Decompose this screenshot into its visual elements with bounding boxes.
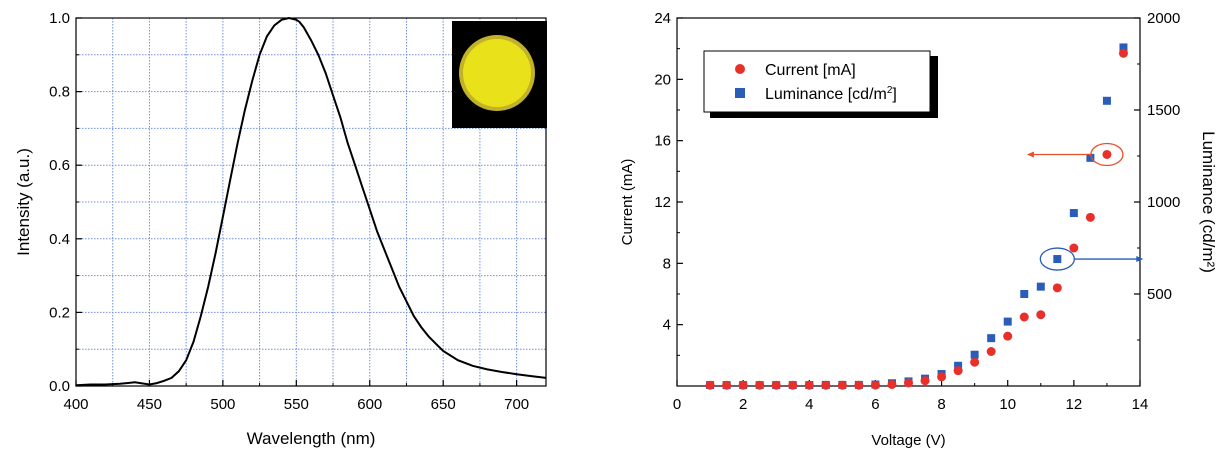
luminance-point <box>954 361 963 370</box>
luminance-point <box>1069 209 1078 218</box>
y2-axis-label: Luminance (cd/m²) <box>1199 131 1218 273</box>
legend-luminance-text-end: ] <box>892 86 896 103</box>
current-point <box>870 380 880 390</box>
current-point <box>771 380 781 390</box>
spectrum-line <box>75 16 547 387</box>
current-point <box>1052 283 1062 293</box>
x-tick-label: 500 <box>210 396 235 413</box>
x-tick-label: 450 <box>137 396 162 413</box>
current-point <box>854 380 864 390</box>
y-axis-label: Intensity (a.u.) <box>14 148 33 256</box>
luminance-point <box>1020 290 1029 298</box>
x-tick-label: 8 <box>937 396 945 413</box>
y-tick-label: 0.0 <box>49 378 70 395</box>
y-tick-label: 0.6 <box>49 157 70 174</box>
current-point <box>804 380 814 390</box>
x-tick-label: 700 <box>504 396 529 413</box>
legend-luminance-label: Luminance [cd/m2] <box>765 85 897 103</box>
current-point <box>986 347 996 356</box>
spectrum-chart: 400 450 500 550 600 650 700 0.0 0.2 0.4 0.6 0.8 1.0 W… <box>14 10 547 448</box>
legend-luminance-marker <box>735 88 745 98</box>
current-point <box>788 380 798 390</box>
current-point <box>937 372 947 382</box>
current-point <box>722 380 732 390</box>
legend: Current [mA] Luminance [cd/m2] <box>703 50 938 118</box>
legend-current-marker <box>735 64 745 74</box>
y-tick-label: 8 <box>663 255 671 272</box>
current-point <box>1003 331 1013 341</box>
current-point <box>953 366 963 376</box>
current-point <box>1019 312 1029 322</box>
luminance-point <box>970 350 979 359</box>
current-point <box>1118 48 1128 58</box>
x-tick-label: 550 <box>284 396 309 413</box>
current-point <box>738 380 748 390</box>
y2-tick-label: 1000 <box>1147 194 1180 211</box>
x-tick-label: 600 <box>357 396 382 413</box>
x-tick-label: 400 <box>63 396 88 413</box>
y2-tick-label: 2000 <box>1147 10 1180 27</box>
luminance-point <box>1036 282 1045 291</box>
y-tick-label: 1.0 <box>49 10 70 27</box>
current-point <box>904 378 913 388</box>
iv-luminance-chart: 0 2 4 6 8 10 12 144812162024500100015002000Volt… <box>619 10 1218 449</box>
current-point <box>837 380 847 390</box>
legend-box <box>703 50 931 113</box>
y-axis-label: Current (mA) <box>619 159 636 246</box>
current-point <box>821 380 831 390</box>
legend-luminance-text: Luminance [cd/m <box>765 86 887 103</box>
luminance-point <box>1053 255 1062 264</box>
y-tick-label: 4 <box>663 317 671 334</box>
luminance-arrowhead <box>1136 256 1144 263</box>
luminance-point <box>1003 317 1012 326</box>
x-tick-label: 14 <box>1132 396 1149 413</box>
current-point <box>755 380 765 390</box>
y-tick-label: 0.2 <box>49 304 70 321</box>
x-axis-label: Voltage (V) <box>871 432 945 449</box>
x-tick-label: 2 <box>739 396 747 413</box>
luminance-point <box>1119 43 1128 52</box>
current-point <box>970 357 980 367</box>
current-point <box>887 379 897 389</box>
y-tick-label: 16 <box>654 133 671 150</box>
y-tick-label: 12 <box>654 194 671 211</box>
current-point <box>705 380 715 390</box>
current-point <box>1085 212 1095 222</box>
y-tick-label: 0.4 <box>49 231 70 248</box>
current-point <box>920 376 930 386</box>
inset-emission-spot <box>463 39 531 107</box>
legend-luminance-superscript: 2 <box>887 85 893 96</box>
x-tick-label: 10 <box>999 396 1016 413</box>
current-arrowhead <box>1026 151 1034 158</box>
x-axis-label: Wavelength (nm) <box>247 429 376 448</box>
luminance-point <box>1102 96 1111 105</box>
x-tick-label: 650 <box>431 396 456 413</box>
y2-tick-label: 1500 <box>1147 102 1180 119</box>
current-point <box>1069 243 1079 253</box>
current-point <box>1102 149 1112 159</box>
x-tick-label: 12 <box>1066 396 1083 413</box>
luminance-point <box>1086 153 1095 162</box>
legend-current-label: Current [mA] <box>765 62 856 79</box>
x-tick-label: 0 <box>673 396 681 413</box>
y-tick-label: 24 <box>654 10 671 27</box>
luminance-point <box>987 334 996 343</box>
current-point <box>1036 310 1046 320</box>
x-tick-label: 4 <box>805 396 813 413</box>
y-tick-label: 0.8 <box>49 84 70 101</box>
y-tick-label: 20 <box>654 71 671 88</box>
y2-tick-label: 500 <box>1147 286 1172 303</box>
x-tick-label: 6 <box>871 396 879 413</box>
